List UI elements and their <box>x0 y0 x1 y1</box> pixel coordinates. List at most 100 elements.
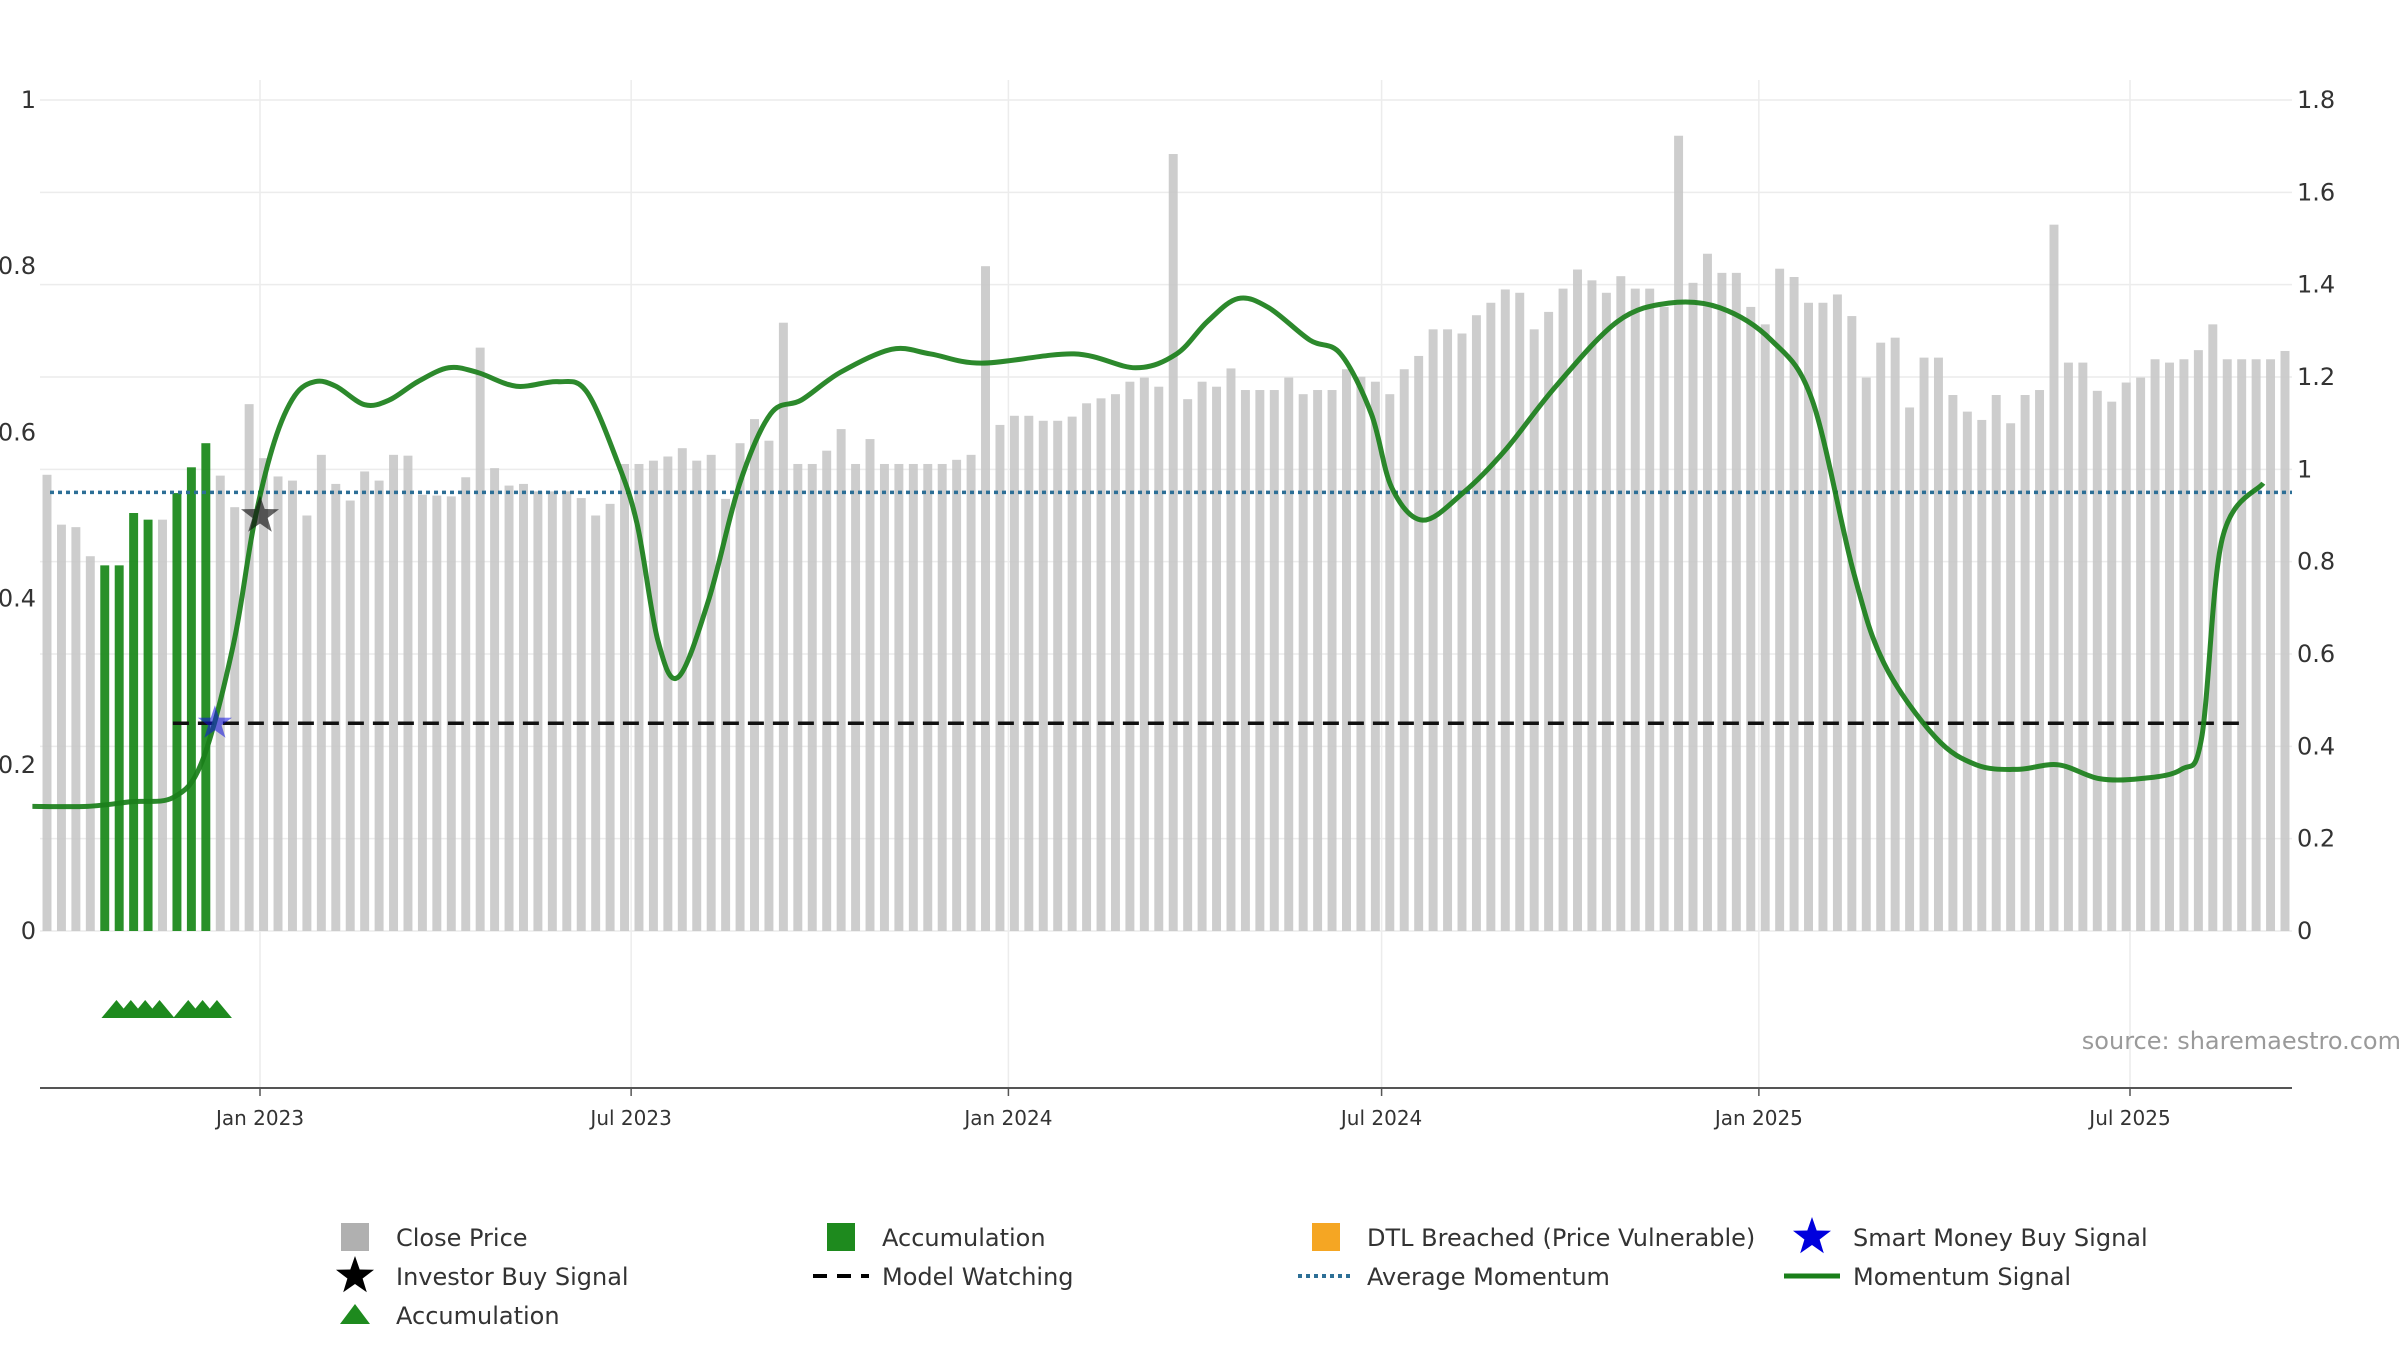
close-price-bar <box>1890 337 1900 931</box>
close-price-bar <box>1760 324 1770 931</box>
close-price-bar <box>1313 390 1323 931</box>
close-price-bar <box>879 463 889 931</box>
close-price-bar <box>1962 411 1972 931</box>
close-price-bar <box>735 443 745 931</box>
close-price-bar <box>331 483 341 931</box>
close-price-bar <box>778 322 788 931</box>
close-price-bar <box>475 347 485 931</box>
close-price-bar <box>1212 386 1222 931</box>
close-price-bar <box>706 454 716 931</box>
close-price-bar <box>85 556 95 931</box>
close-price-bar <box>2063 362 2073 931</box>
close-price-bar <box>2266 359 2276 932</box>
close-price-bar <box>417 494 427 931</box>
close-price-bar <box>1096 398 1106 932</box>
close-price-bar <box>1991 395 2001 931</box>
smart-money-buy-signal-star <box>197 705 232 738</box>
close-price-bar <box>446 496 456 931</box>
legend-label: Accumulation <box>882 1224 1046 1252</box>
left-axis-tick-label: 0.8 <box>0 252 36 280</box>
legend: Close Price Accumulation DTL Breached (Pri… <box>336 1217 2148 1330</box>
close-price-bar <box>1197 381 1207 932</box>
close-price-bar <box>230 507 240 931</box>
right-axis-tick-label: 1.4 <box>2297 271 2335 299</box>
close-price-bar <box>1731 272 1741 931</box>
right-axis-tick-label: 0.8 <box>2297 548 2335 576</box>
close-price-bar <box>1067 416 1077 932</box>
close-price-bar <box>1414 355 1424 931</box>
close-price-bar <box>1356 376 1366 931</box>
right-axis-tick-label: 1.6 <box>2297 178 2335 206</box>
x-axis-tick-label: Jan 2024 <box>962 1106 1052 1130</box>
close-price-bar <box>1977 419 1987 931</box>
legend-label: Momentum Signal <box>1853 1263 2071 1291</box>
close-price-bar <box>894 463 904 931</box>
close-price-bar <box>490 468 500 931</box>
close-price-bar <box>764 440 774 931</box>
close-price-bar <box>2020 395 2030 931</box>
close-price-bar <box>1024 415 1034 931</box>
close-price-bar <box>1370 381 1380 932</box>
close-price-bar <box>389 454 399 931</box>
close-price-bar <box>865 439 875 931</box>
close-price-bar <box>1645 288 1655 932</box>
close-price-bar <box>158 519 167 931</box>
close-price-bar <box>1702 253 1712 932</box>
close-price-bar <box>432 495 442 931</box>
close-price-bar <box>663 456 673 931</box>
close-price-bar <box>1110 394 1120 931</box>
close-price-bar <box>1183 399 1193 931</box>
close-price-bar <box>71 527 81 931</box>
close-price-bar <box>1905 407 1915 932</box>
close-price-bar <box>1327 390 1337 931</box>
close-price-bar <box>2222 359 2232 932</box>
investor-buy-signal-star <box>241 495 279 532</box>
legend-label: DTL Breached (Price Vulnerable) <box>1367 1224 1755 1252</box>
close-price-bar <box>620 463 630 931</box>
right-axis-tick-label: 0 <box>2297 917 2312 945</box>
signal-markers <box>101 495 279 1018</box>
legend-marker-accumulation <box>827 1223 855 1251</box>
close-price-bar <box>2237 359 2247 932</box>
accumulation-bar <box>201 443 211 931</box>
close-price-bar <box>1009 415 1019 931</box>
close-price-bar <box>1428 329 1438 932</box>
close-price-bar <box>56 524 66 931</box>
close-price-bar <box>1573 269 1582 931</box>
close-price-bar <box>2179 359 2189 932</box>
close-price-bar <box>1125 381 1135 932</box>
close-price-bar <box>1443 329 1453 932</box>
close-price-bar <box>1746 306 1756 931</box>
close-price-bar <box>1587 280 1597 931</box>
close-price-bar <box>533 491 543 931</box>
close-price-bar <box>2035 390 2045 931</box>
close-price-bar <box>1948 395 1958 931</box>
close-price-bar <box>1601 292 1611 931</box>
close-price-bar <box>1847 316 1857 931</box>
accumulation-bar <box>100 565 110 931</box>
close-price-bar <box>2078 362 2088 931</box>
close-price-bar <box>360 471 370 931</box>
close-price-bar <box>1471 315 1481 931</box>
close-price-bar <box>1515 292 1525 931</box>
close-price-bar <box>374 480 384 931</box>
close-price-bar <box>981 266 990 931</box>
x-axis-tick-label: Jul 2024 <box>1339 1106 1422 1130</box>
close-price-bar <box>1486 302 1496 931</box>
close-price-bar <box>259 458 269 931</box>
accumulation-triangle-marker <box>201 1000 232 1018</box>
close-price-bar <box>1861 377 1871 932</box>
legend-label: Close Price <box>396 1224 528 1252</box>
right-axis-tick-label: 1.8 <box>2297 86 2335 114</box>
momentum-signal-line <box>32 295 2266 810</box>
accumulation-triangle-marker <box>144 1000 175 1018</box>
close-price-bar <box>2150 359 2160 932</box>
close-price-bar <box>1630 288 1640 932</box>
right-axis-tick-label: 0.4 <box>2297 732 2335 760</box>
right-axis-tick-label: 1.2 <box>2297 363 2335 391</box>
close-price-bar <box>273 476 283 931</box>
close-price-bar <box>576 498 586 931</box>
close-price-bar <box>750 419 759 931</box>
close-price-bar <box>648 460 658 931</box>
